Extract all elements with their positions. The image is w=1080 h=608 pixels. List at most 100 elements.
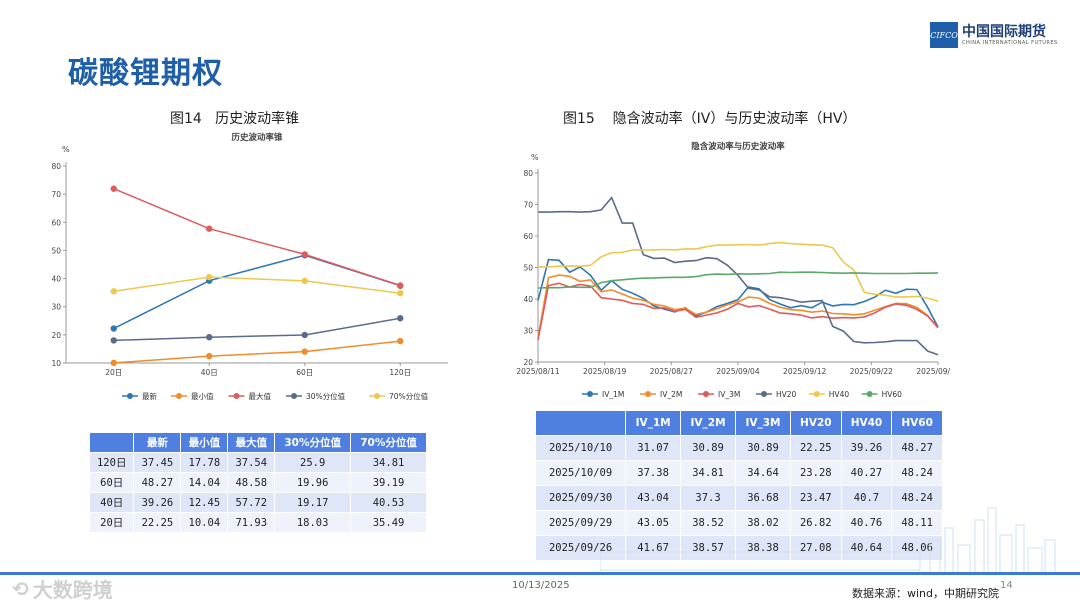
fig14-table-cell: 20日 — [88, 512, 135, 533]
series-line-3 — [113, 317, 401, 342]
fig15-table-cell: 40.64 — [840, 535, 893, 561]
page-number: 14 — [1000, 580, 1013, 591]
fig15-table-cell: 37.38 — [625, 460, 682, 486]
logo-mark: CIFCO — [930, 22, 958, 48]
data-point — [206, 333, 213, 341]
legend-swatch-dot — [291, 393, 297, 399]
series-line-5 — [537, 271, 939, 289]
y-tick-label: 80 — [523, 169, 533, 178]
data-point — [110, 325, 117, 332]
fig15-table-cell: 2025/09/29 — [534, 510, 627, 536]
series-line-1 — [113, 340, 401, 364]
fig15-table-cell: 30.89 — [735, 435, 791, 461]
table-row: 2025/09/29 43.05 38.52 38.02 26.82 40.76 48.11 — [534, 510, 943, 536]
y-tick-label: 20 — [523, 358, 533, 367]
legend-swatch-dot — [761, 391, 767, 397]
fig15-table: IV_1M IV_2M IV_3M HV20 HV40 HV60 2025/10/10 31… — [534, 410, 943, 561]
fig14-table-header-4: 30%分位值 — [274, 432, 352, 453]
y-tick-label: 60 — [51, 218, 61, 227]
data-point — [110, 288, 117, 295]
legend-label: 最新 — [142, 391, 157, 401]
x-tick-label: 2025/08/27 — [650, 367, 693, 376]
y-tick-label: 10 — [51, 359, 61, 368]
table-row: 120日 37.45 17.78 37.54 25.9 34.81 — [88, 452, 427, 473]
table-row: 2025/10/10 31.07 30.89 30.89 22.25 39.26 48.27 — [534, 435, 943, 461]
fig15-table-cell: 38.57 — [680, 535, 737, 561]
table-row: 2025/09/26 41.67 38.57 38.38 27.08 40.64 48.06 — [534, 535, 943, 561]
fig15-caption: 图15 隐含波动率（IV）与历史波动率（HV） — [563, 111, 857, 127]
legend-label: IV_1M — [602, 390, 624, 399]
legend-item-3: HV20 — [756, 390, 797, 399]
legend-swatch-dot — [374, 393, 380, 399]
fig14-table-cell: 48.58 — [227, 472, 276, 493]
fig15-table-cell: 38.52 — [680, 510, 737, 536]
data-point — [206, 225, 213, 232]
legend-item-1: 最小值 — [171, 391, 214, 401]
y-tick-label: 50 — [523, 264, 533, 273]
legend-item-2: 最大值 — [228, 391, 271, 401]
watermark-text: 大数跨境 — [32, 578, 113, 602]
legend-swatch-dot — [587, 391, 593, 397]
legend-swatch-dot — [645, 391, 651, 397]
fig15-table-header-4: HV20 — [789, 410, 842, 436]
fig15-table-cell: 38.02 — [735, 510, 791, 536]
fig14-table-cell: 37.54 — [227, 452, 276, 473]
fig15-table-cell: 48.24 — [891, 460, 943, 486]
fig15-table-cell: 27.08 — [789, 535, 842, 561]
fig15-table-cell: 48.11 — [891, 510, 943, 536]
data-point — [397, 315, 404, 322]
table-row: 20日 22.25 10.04 71.93 18.03 35.49 — [88, 512, 427, 533]
fig15-table-cell: 2025/09/26 — [534, 535, 627, 561]
fig15-table-cell: 43.05 — [625, 510, 682, 536]
fig14-table-cell: 37.45 — [133, 452, 182, 473]
x-tick-label: 60日 — [296, 368, 313, 377]
fig15-table-cell: 2025/10/10 — [534, 435, 627, 461]
logo-name-cn: 中国国际期货 — [962, 23, 1046, 40]
fig14-table-cell: 14.04 — [180, 472, 229, 493]
legend-item-1: IV_2M — [640, 390, 682, 399]
series-line-0 — [537, 258, 939, 328]
y-tick-label: 30 — [523, 327, 533, 336]
fig15-table-cell: 37.3 — [680, 485, 737, 511]
y-tick-label: 30 — [51, 303, 61, 312]
x-tick-label: 120日 — [389, 368, 411, 377]
data-point — [110, 337, 117, 344]
fig15-table-cell: 30.89 — [680, 435, 737, 461]
legend-item-2: IV_3M — [698, 390, 740, 399]
legend-item-4: 70%分位值 — [369, 391, 429, 401]
series-line-4 — [113, 276, 401, 294]
fig15-table-cell: 41.67 — [625, 535, 682, 561]
legend-swatch-dot — [866, 391, 873, 397]
iv-hv-chart: 隐含波动率与历史波动率% 20 30 40 50 60 70 80 2025/08/11 2025… — [516, 141, 950, 399]
fig14-table-cell: 10.04 — [180, 512, 229, 533]
fig14-table-cell: 40.53 — [350, 492, 427, 513]
series-line-2 — [113, 188, 401, 287]
series-line-0 — [113, 254, 401, 330]
fig14-table: 最新 最小值 最大值 30%分位值 70%分位值 120日 37.45 17.78 37.54… — [88, 432, 427, 533]
series-line-1 — [537, 274, 939, 339]
fig15-table-cell: 48.27 — [891, 435, 943, 461]
legend-label: 30%分位值 — [306, 391, 346, 401]
fig15-table-cell: 39.26 — [840, 435, 893, 461]
fig15-table-header-6: HV60 — [891, 410, 943, 436]
y-axis-unit: % — [531, 153, 539, 162]
x-tick-label: 2025/09/12 — [783, 367, 826, 376]
y-tick-label: 20 — [51, 331, 61, 340]
legend-item-0: IV_1M — [582, 390, 624, 399]
data-point — [206, 352, 213, 360]
data-point — [206, 273, 213, 281]
data-point — [110, 359, 117, 367]
fig14-table-cell: 25.9 — [274, 452, 352, 473]
legend-label: 70%分位值 — [389, 391, 429, 401]
fig14-table-cell: 22.25 — [133, 512, 182, 533]
legend-swatch-dot — [176, 393, 182, 399]
data-point — [301, 251, 308, 258]
series-line-3 — [538, 196, 939, 356]
fig14-table-cell: 12.45 — [180, 492, 229, 513]
fig15-table-cell: 23.47 — [789, 485, 842, 511]
y-tick-label: 70 — [51, 190, 61, 199]
company-logo: CIFCO 中国国际期货 CHINA INTERNATIONAL FUTURES — [930, 22, 1058, 48]
y-tick-label: 40 — [51, 275, 61, 284]
x-tick-label: 2025/08/11 — [516, 367, 559, 376]
